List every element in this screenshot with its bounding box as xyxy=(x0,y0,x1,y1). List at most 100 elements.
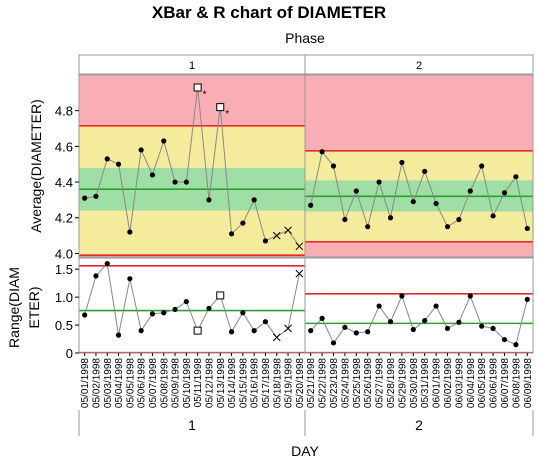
xbar-point xyxy=(479,163,485,169)
range-point xyxy=(376,303,382,309)
xtick-label: 05/20/1998 xyxy=(295,358,306,408)
xbar-point xyxy=(161,138,167,144)
xbar-series-line xyxy=(310,150,528,229)
range-point xyxy=(467,293,473,299)
xbar-point-flagged xyxy=(193,83,202,92)
range-point xyxy=(82,312,88,318)
range-point xyxy=(330,340,337,346)
range-point xyxy=(353,330,359,336)
xbar-ytick-label: 4.4 xyxy=(55,175,73,190)
xbar-ytick-label: 4.2 xyxy=(55,211,73,226)
xbar-point xyxy=(524,225,530,232)
range-point-flagged xyxy=(216,291,225,300)
zone-b-lower xyxy=(305,211,533,242)
range-point xyxy=(93,273,99,279)
xtick-label: 05/08/1998 xyxy=(159,358,170,408)
xbar-point xyxy=(365,224,371,230)
range-point xyxy=(138,328,144,334)
xtick-label: 05/09/1998 xyxy=(171,358,182,408)
xbar-series-line xyxy=(84,87,300,247)
xbar-point xyxy=(330,163,337,169)
range-point xyxy=(172,306,178,313)
zone-b-lower xyxy=(79,210,305,256)
xtick-label: 06/05/1998 xyxy=(477,358,488,408)
xtick-label: 05/31/1998 xyxy=(420,358,431,408)
xtick-label: 06/04/1998 xyxy=(466,358,477,408)
range-chart xyxy=(79,260,533,354)
phase-header-label: 2 xyxy=(416,60,422,72)
xbar-point xyxy=(228,231,235,237)
xtick-label: 06/01/1998 xyxy=(432,358,443,408)
xbar-point xyxy=(433,200,439,207)
xbar-point xyxy=(399,159,405,166)
xbar-point xyxy=(308,202,314,208)
xbar-point xyxy=(410,199,416,205)
xtick-label: 06/03/1998 xyxy=(454,358,465,408)
range-point-flagged xyxy=(193,326,202,335)
xtick-label: 05/26/1998 xyxy=(363,358,374,408)
xtick-label: 05/11/1998 xyxy=(193,358,204,408)
xtick-label: 05/16/1998 xyxy=(250,358,261,408)
xtick-label: 05/07/1998 xyxy=(148,358,159,408)
range-point xyxy=(308,328,314,334)
range-frame xyxy=(78,257,534,354)
range-point-x xyxy=(272,333,281,342)
xbar-point xyxy=(240,220,246,226)
range-point xyxy=(228,329,235,335)
xbar-point xyxy=(251,197,257,203)
range-point xyxy=(262,319,269,325)
range-point xyxy=(342,324,348,330)
xtick-label: 05/10/1998 xyxy=(182,358,193,408)
xtick-label: 05/27/1998 xyxy=(375,358,386,408)
xtick-label: 05/12/1998 xyxy=(204,358,215,408)
range-point xyxy=(513,342,519,348)
xbar-point xyxy=(172,179,178,185)
xbar-point xyxy=(206,197,212,203)
range-point xyxy=(206,305,212,311)
range-ytick-label: 0.5 xyxy=(55,318,73,333)
range-point xyxy=(251,328,257,334)
range-point xyxy=(149,311,156,317)
xtick-label: 05/25/1998 xyxy=(352,358,363,408)
chart-title: XBar & R chart of DIAMETER xyxy=(151,3,387,22)
xtick-label: 05/01/1998 xyxy=(80,358,91,408)
xbar-point-x xyxy=(295,242,304,251)
xtick-label: 05/06/1998 xyxy=(137,358,148,408)
xbar-frame xyxy=(78,74,534,258)
range-point xyxy=(422,317,428,324)
range-point xyxy=(399,293,405,299)
phase-bottom-label: 2 xyxy=(415,417,423,433)
xtick-label: 05/23/1998 xyxy=(329,358,340,408)
xtick-label: 05/30/1998 xyxy=(409,358,420,408)
xtick-label: 06/09/1998 xyxy=(523,358,534,408)
zone-a-upper xyxy=(305,75,533,151)
range-ylabel-line2: ETER) xyxy=(26,287,42,329)
xtick-label: 06/02/1998 xyxy=(443,358,454,408)
range-point xyxy=(387,319,394,325)
zone-a-lower xyxy=(305,241,533,257)
range-point xyxy=(501,336,508,343)
xbar-point-x xyxy=(272,231,281,240)
xtick-label: 06/06/1998 xyxy=(489,358,500,408)
zone-b-upper xyxy=(305,150,533,181)
range-point xyxy=(127,276,133,282)
axes: 1 2 4.0 4.2 4.4 4.6 4.8 0 0.5 1.0 1.5 Average(DIAME… xyxy=(6,54,534,459)
range-series-line xyxy=(84,262,300,339)
xbar-point-x xyxy=(284,226,292,235)
range-point xyxy=(240,310,246,316)
xbar-point xyxy=(342,216,348,223)
xbar-point xyxy=(138,147,144,153)
range-ytick-label: 0 xyxy=(66,346,73,361)
xbar-point xyxy=(501,190,508,196)
xtick-label: 05/24/1998 xyxy=(340,358,351,408)
xtick-label: 05/21/1998 xyxy=(306,358,317,408)
xtick-label: 05/03/1998 xyxy=(103,358,114,408)
xtick-label: 05/04/1998 xyxy=(114,358,125,408)
range-point xyxy=(433,303,439,309)
xbar-point xyxy=(93,193,99,199)
xtick-label: 06/08/1998 xyxy=(511,358,522,408)
range-point xyxy=(319,315,325,321)
zone-a-upper xyxy=(79,75,305,126)
range-ylabel-line1: Range(DIAM xyxy=(6,267,22,348)
